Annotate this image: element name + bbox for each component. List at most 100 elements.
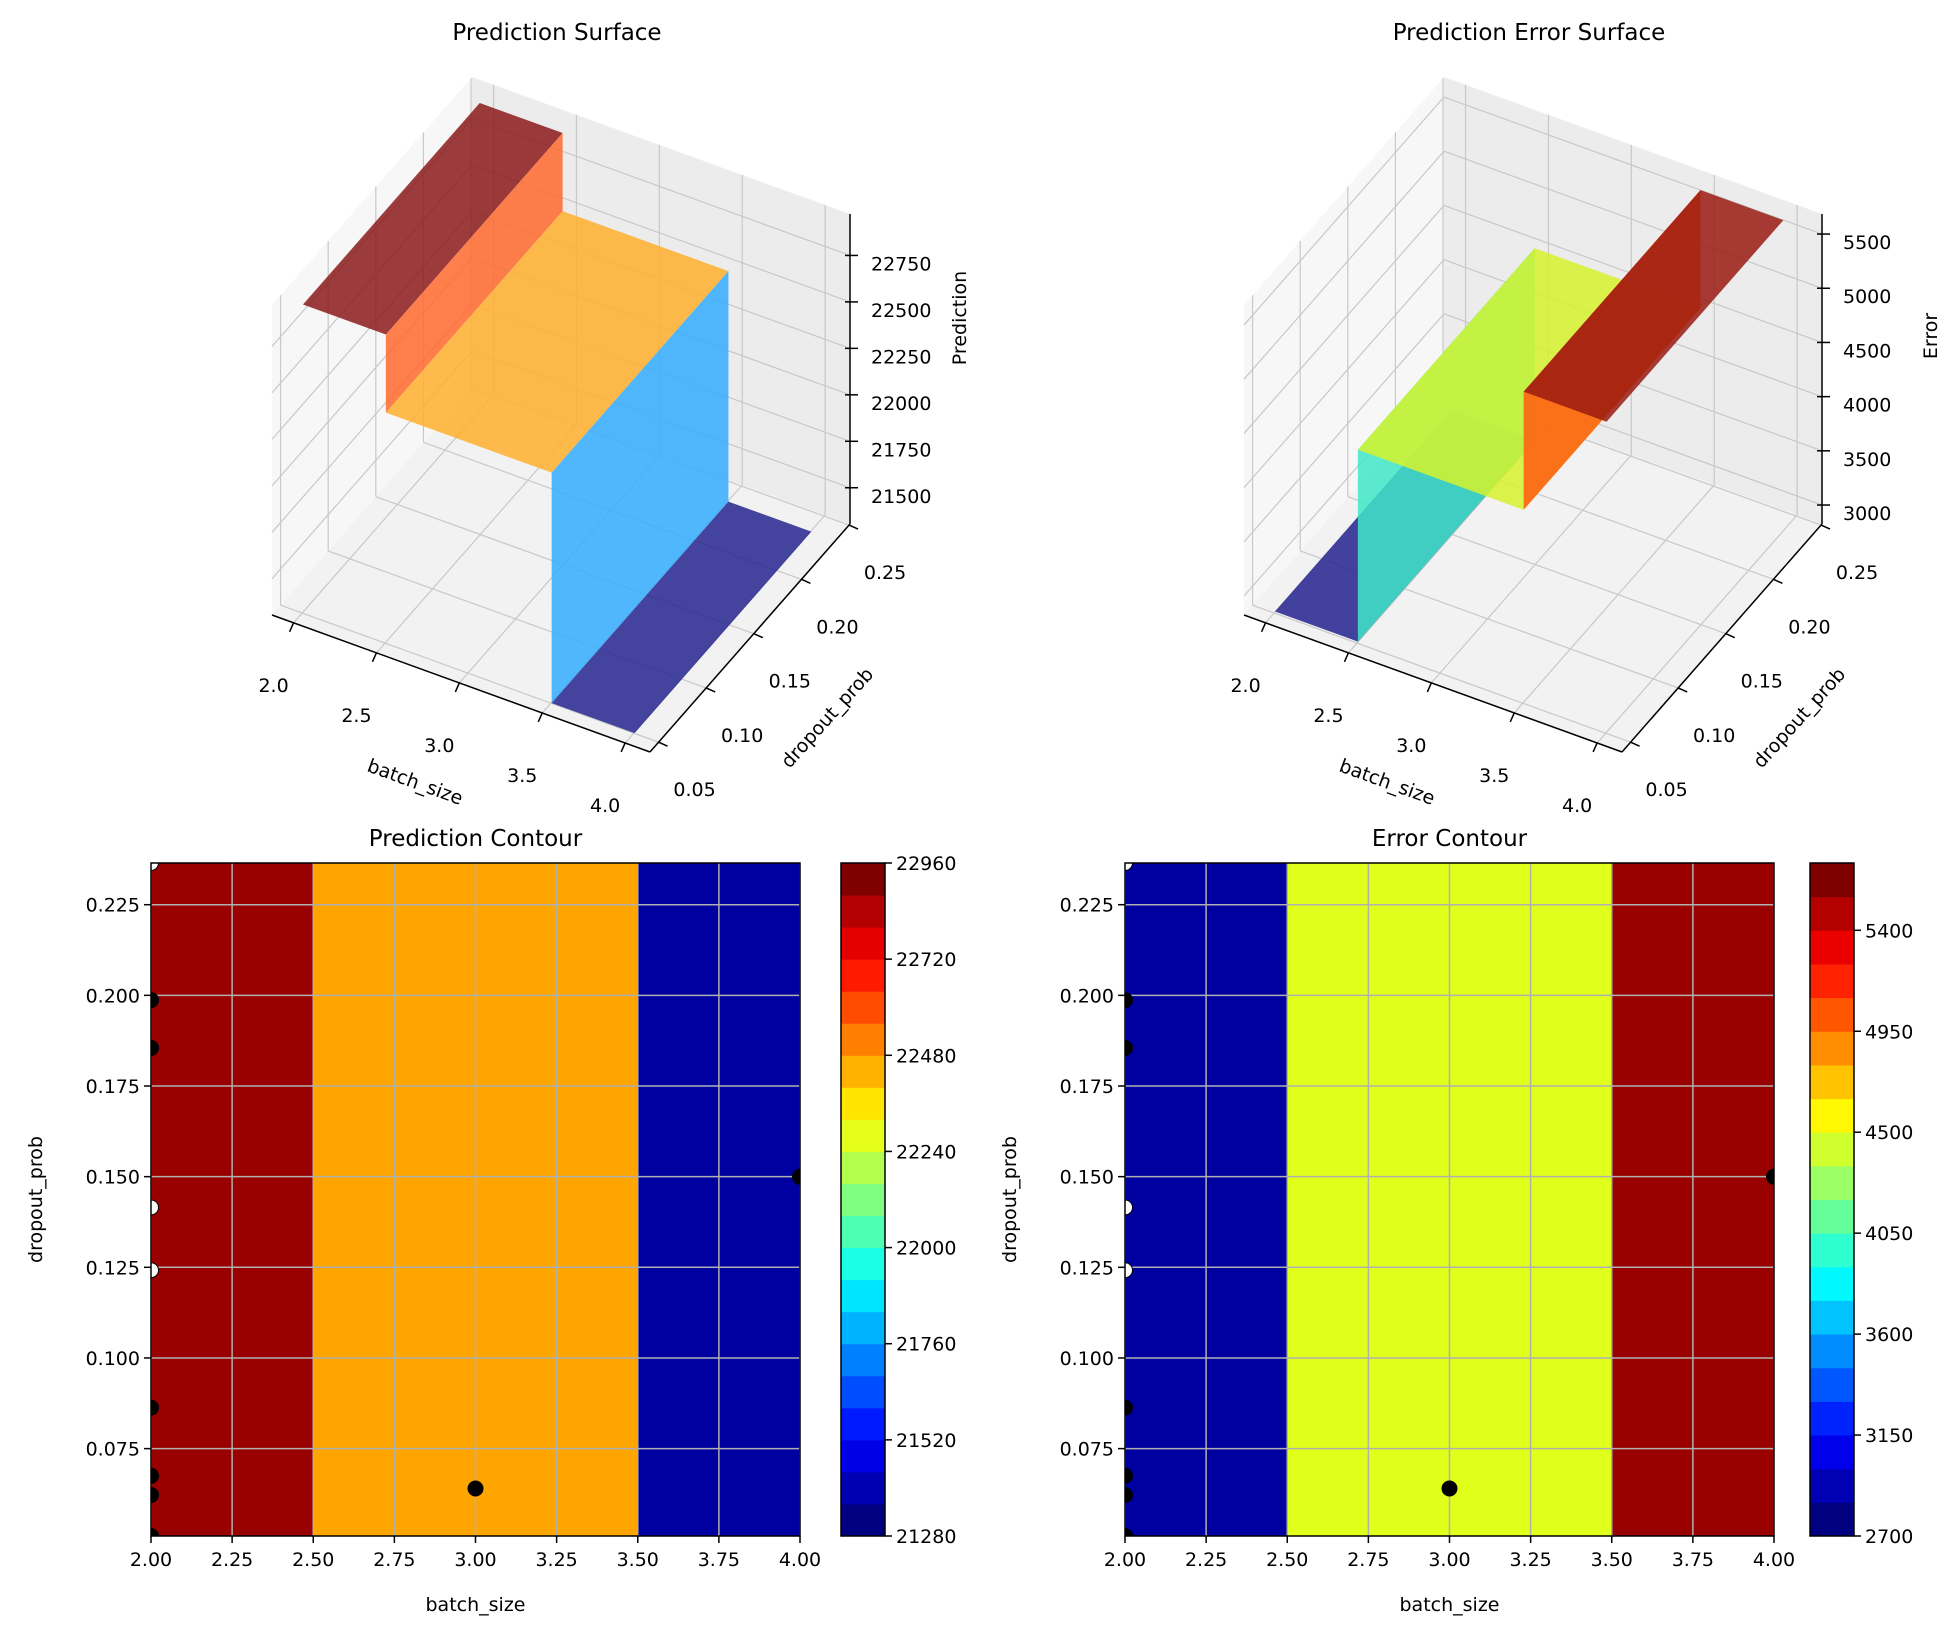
data-point: [1125, 1262, 1133, 1279]
y-tick-label: 0.25: [864, 562, 906, 584]
colorbar-band: [1810, 1266, 1854, 1301]
plot-area: [1125, 863, 1774, 1536]
y-tick: [1677, 687, 1688, 693]
y-axis-line: [649, 523, 851, 753]
x-tick-label: 3.0: [1396, 735, 1426, 757]
data-point: [467, 1480, 484, 1497]
colorbar-tick-label: 2700: [1865, 1526, 1913, 1548]
colorbar-band: [841, 1343, 885, 1377]
data-point: [1125, 992, 1133, 1009]
surface-step-face: [551, 271, 729, 704]
x-tick-label: 2.75: [373, 1549, 415, 1571]
plot-area: [151, 863, 800, 1536]
colorbar-tick-label: 3150: [1865, 1425, 1913, 1447]
x-tick-label: 4.0: [590, 795, 620, 817]
z-tick-label: 21750: [871, 439, 931, 461]
grid-line-z: [1443, 150, 1823, 289]
y-tick-label: 0.25: [1836, 562, 1878, 584]
colorbar-frame: [840, 862, 886, 1537]
x-axis-label: batch_size: [426, 1594, 526, 1616]
y-tick-label: 0.125: [86, 1257, 140, 1279]
y-tick-label: 0.05: [1645, 779, 1687, 801]
colorbar-tick-label: 22240: [896, 1141, 956, 1163]
y-tick: [705, 687, 716, 693]
x-tick-label: 3.25: [535, 1549, 577, 1571]
y-tick-label: 0.075: [86, 1439, 140, 1461]
colorbar-band: [841, 1087, 885, 1120]
z-axis-label: Prediction: [949, 271, 971, 365]
colorbar-tick-label: 22960: [896, 853, 956, 875]
x-tick-label: 2.00: [130, 1549, 172, 1571]
data-point: [1125, 1487, 1133, 1504]
y-tick-label: 0.175: [86, 1076, 140, 1098]
data-point: [1125, 1199, 1133, 1216]
x-tick-label: 3.25: [1509, 1549, 1551, 1571]
y-tick-label: 0.100: [1060, 1348, 1114, 1370]
z-axis-label: Error: [1920, 313, 1942, 360]
x-tick: [371, 652, 378, 663]
y-tick-label: 0.15: [1741, 671, 1783, 693]
data-point: [151, 1467, 159, 1484]
colorbar-band: [1810, 1165, 1854, 1200]
data-point: [792, 1168, 800, 1185]
colorbar-band: [841, 1503, 885, 1537]
grid-line-x: [1513, 484, 1715, 714]
surface-top-face: [302, 102, 563, 335]
colorbar-band: [1810, 997, 1854, 1032]
colorbar-tick-label: 4500: [1865, 1122, 1913, 1144]
data-point: [151, 1487, 159, 1504]
plot-title: Prediction Surface: [452, 20, 661, 46]
x-tick-label: 3.75: [1672, 1549, 1714, 1571]
colorbar-band: [1810, 1098, 1854, 1133]
y-tick-label: 0.225: [86, 895, 140, 917]
surface-step-face: [385, 133, 563, 413]
colorbar-tick-label: 22000: [896, 1238, 956, 1260]
z-tick-label: 22500: [871, 300, 931, 322]
colorbar-band: [1810, 1468, 1854, 1503]
grid-line-y: [280, 604, 659, 743]
colorbar-band: [1810, 1199, 1854, 1234]
colorbar-band: [841, 863, 885, 896]
x-tick-label: 3.50: [617, 1549, 659, 1571]
x-tick-label: 2.0: [1230, 675, 1260, 697]
colorbar-tick-label: 3600: [1865, 1324, 1913, 1346]
z-tick-label: 5500: [1843, 232, 1891, 254]
x-tick-label: 3.5: [507, 765, 537, 787]
y-tick-label: 0.05: [673, 779, 715, 801]
colorbar-band: [841, 895, 885, 928]
y-tick: [1820, 524, 1831, 530]
colorbar-band: [841, 1247, 885, 1281]
z-tick-label: 22250: [871, 346, 931, 368]
data-point: [1125, 1399, 1133, 1416]
surface-plot-1: 2.0 2.5 3.0 3.5 4.0 0.05 0.10 0.15 0.20 0.25 3000 3…: [1230, 20, 1942, 817]
colorbar-band: [841, 1311, 885, 1345]
data-point: [151, 1039, 159, 1056]
y-tick-label: 0.200: [1060, 985, 1114, 1007]
y-tick-label: 0.225: [1060, 895, 1114, 917]
y-tick: [1630, 741, 1640, 747]
colorbar-band: [841, 991, 885, 1024]
x-tick-label: 3.75: [698, 1549, 740, 1571]
y-tick-label: 0.100: [86, 1348, 140, 1370]
left-pane: [1244, 77, 1444, 615]
colorbar-band: [1810, 863, 1854, 898]
plot-title: Error Contour: [1372, 826, 1528, 852]
colorbar-band: [1810, 1401, 1854, 1436]
y-axis-line: [1621, 523, 1823, 753]
x-tick-label: 3.5: [1479, 765, 1509, 787]
x-tick-label: 2.50: [1266, 1549, 1308, 1571]
surface-top-face: [385, 211, 729, 473]
plot-title: Prediction Contour: [369, 826, 583, 852]
y-tick: [848, 524, 859, 530]
x-tick: [1592, 742, 1598, 753]
colorbar-band: [1810, 1435, 1854, 1470]
grid-line-y: [1252, 604, 1631, 743]
colorbar-band: [841, 1023, 885, 1056]
surface-top-face: [551, 501, 812, 734]
x-tick-label: 2.0: [258, 675, 288, 697]
x-tick-label: 2.00: [1104, 1549, 1146, 1571]
colorbar-frame: [1809, 862, 1855, 1537]
data-point: [151, 1199, 159, 1216]
colorbar-tick-label: 4050: [1865, 1223, 1913, 1245]
contour-plot-0: 2.00 2.25 2.50 2.75 3.00 3.25 3.50 3.75 4.00 0.07…: [25, 826, 956, 1616]
